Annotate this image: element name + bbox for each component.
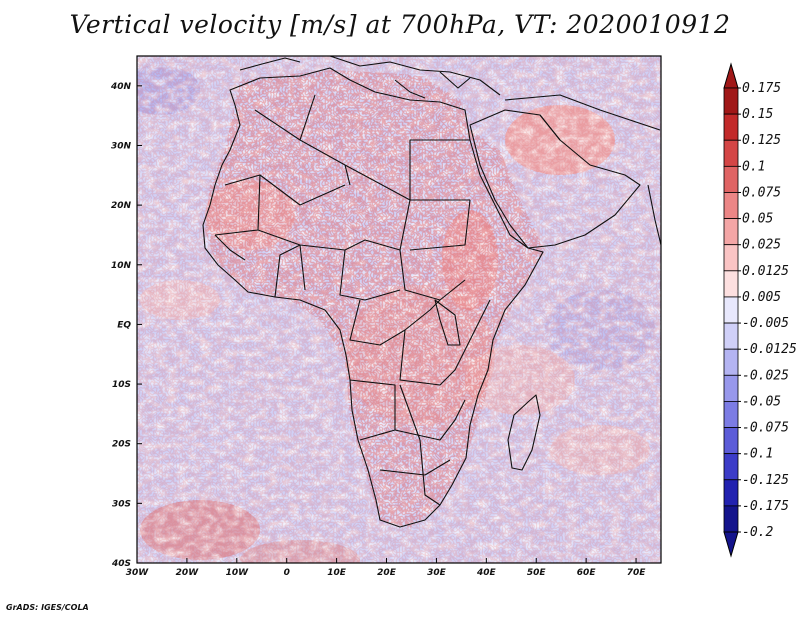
colorbar-label: -0.175 [742, 499, 789, 514]
colorbar-bin [723, 244, 739, 272]
x-tick-label: 70E [627, 568, 647, 578]
x-tick-label: 20E [377, 568, 397, 578]
colorbar-bin [723, 348, 739, 376]
colorbar-label: 0.005 [742, 290, 781, 305]
colorbar-label: 0.175 [742, 81, 781, 96]
coastlines-and-borders [202, 56, 661, 528]
plot-frame [136, 55, 662, 564]
chart-title: Vertical velocity [m/s] at 700hPa, VT: 2… [69, 10, 731, 39]
colorbar-label: 0.15 [742, 107, 773, 122]
colorbar-label: 0.025 [742, 238, 781, 253]
credit-text: GrADS: IGES/COLA [6, 603, 89, 612]
colorbar-min-arrow [723, 531, 739, 558]
colorbar-bin [723, 453, 739, 481]
colorbar-label: 0.0125 [742, 264, 789, 279]
x-axis: 30W 20W 10W 0 10E 20E 30E 40E 50E 60E 70E [126, 558, 646, 578]
y-tick-label: 10N [111, 261, 132, 271]
colorbar-label: -0.1 [742, 447, 773, 462]
colorbar-label: 0.125 [742, 133, 781, 148]
y-axis: 40N 30N 20N 10N EQ 10S 20S 30S 40S [110, 82, 142, 569]
x-tick-label: 50E [527, 568, 547, 578]
colorbar-bin [723, 165, 739, 193]
colorbar: 0.175 0.15 0.125 0.1 0.075 0.05 0.025 0.0125 0.0… [723, 62, 797, 558]
x-tick-label: 30W [126, 568, 150, 578]
y-tick-label: 20S [112, 440, 131, 450]
colorbar-bin [723, 139, 739, 167]
y-tick-label: EQ [117, 320, 131, 330]
y-tick-label: 40S [111, 559, 131, 569]
colorbar-bin [723, 505, 739, 533]
colorbar-label: -0.05 [742, 394, 781, 409]
y-tick-label: 30S [112, 499, 131, 509]
colorbar-bin [723, 270, 739, 298]
colorbar-label: 0.1 [742, 159, 765, 174]
x-tick-label: 30E [427, 568, 447, 578]
colorbar-bin [723, 218, 739, 246]
colorbar-bin [723, 87, 739, 115]
y-tick-label: 40N [110, 82, 132, 92]
colorbar-max-arrow [723, 62, 739, 89]
x-tick-label: 40E [476, 568, 497, 578]
y-tick-label: 30N [111, 141, 132, 151]
y-tick-label: 20N [111, 201, 132, 211]
y-tick-label: 10S [112, 380, 131, 390]
x-tick-label: 10E [327, 568, 347, 578]
colorbar-bin [723, 113, 739, 141]
colorbar-bin [723, 374, 739, 402]
x-tick-label: 10W [226, 568, 250, 578]
colorbar-label: -0.025 [742, 368, 789, 383]
colorbar-bin [723, 401, 739, 428]
x-tick-label: 20W [176, 568, 200, 578]
colorbar-bin [723, 322, 739, 350]
colorbar-label: -0.005 [742, 316, 789, 331]
colorbar-label: -0.2 [742, 525, 773, 540]
x-tick-label: 0 [284, 568, 290, 578]
colorbar-bin [723, 296, 739, 324]
colorbar-label: -0.075 [742, 421, 789, 436]
colorbar-bin [723, 479, 739, 507]
colorbar-label: -0.125 [742, 473, 789, 488]
colorbar-bin [723, 192, 739, 219]
colorbar-label: 0.075 [742, 185, 781, 200]
colorbar-bin [723, 427, 739, 455]
vertical-velocity-field [137, 56, 661, 563]
colorbar-label: 0.05 [742, 212, 773, 227]
x-tick-label: 60E [577, 568, 597, 578]
colorbar-label: -0.0125 [742, 342, 797, 357]
